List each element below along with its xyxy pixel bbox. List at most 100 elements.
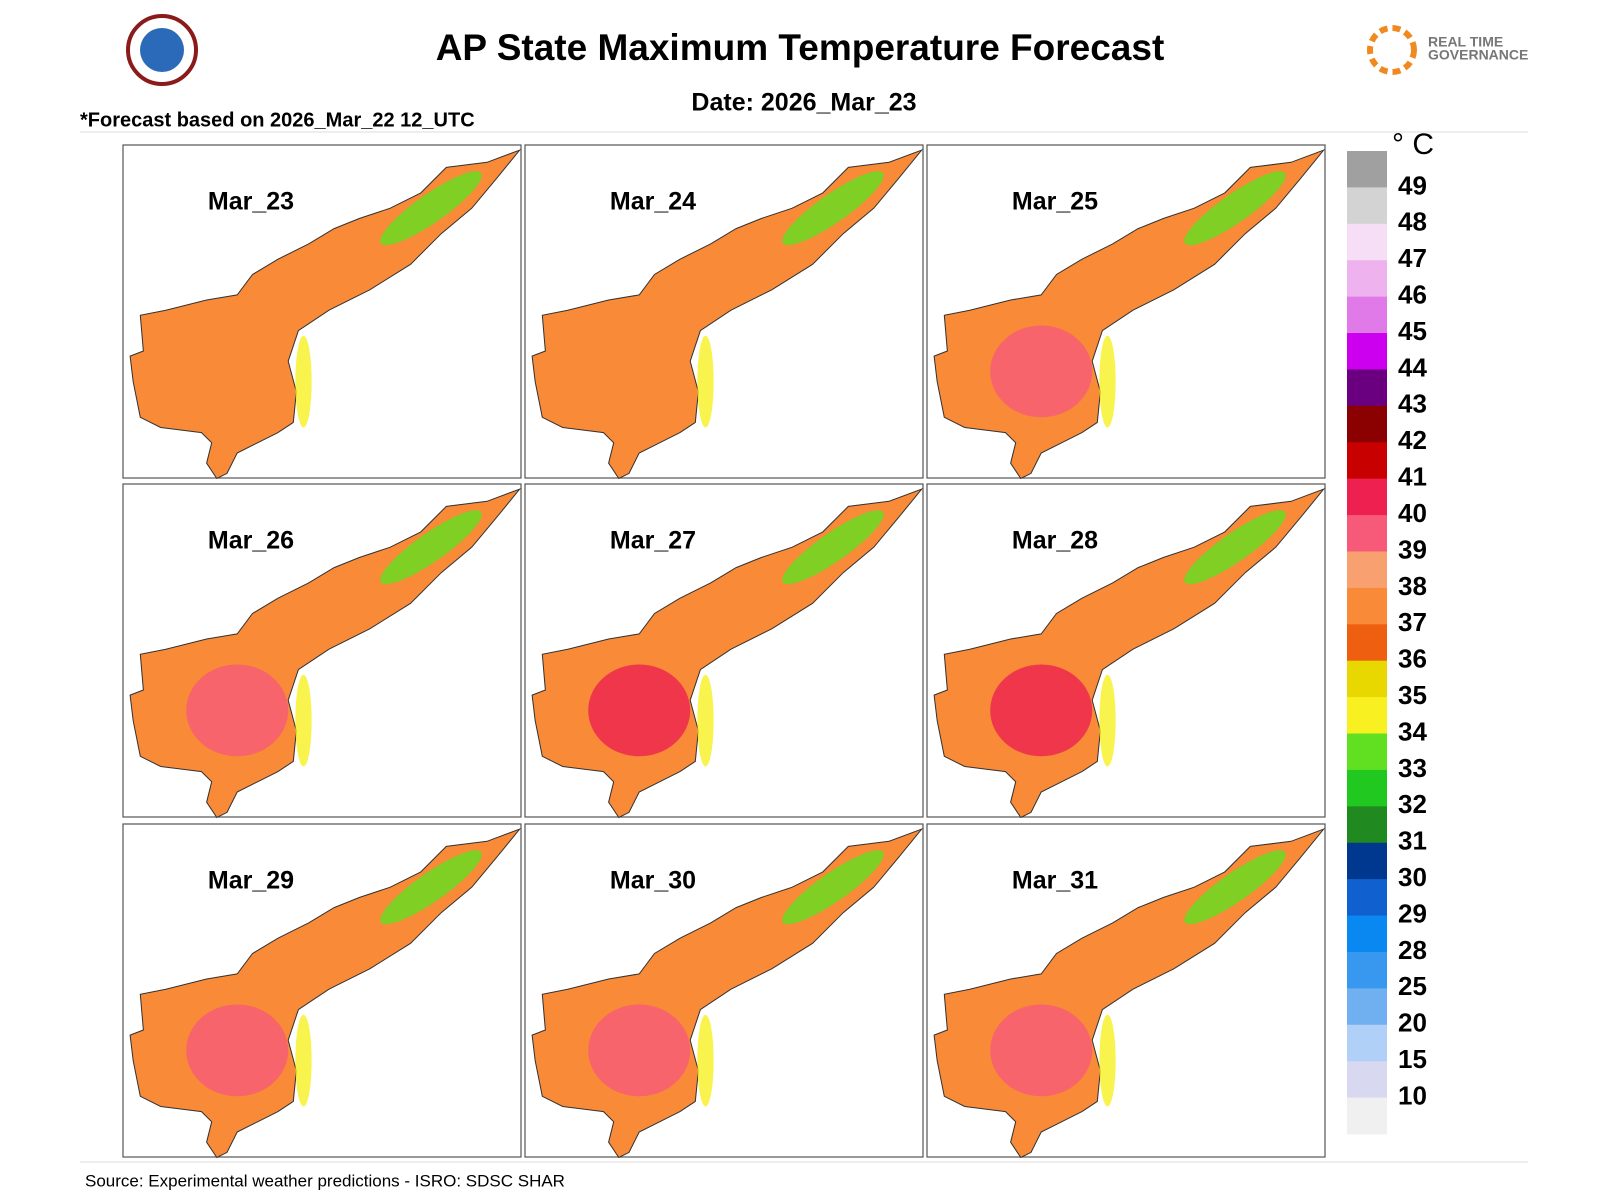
map-cool-zone [1184,850,1286,925]
legend-swatch [1347,1097,1387,1135]
map-hot-zone [186,325,289,418]
legend-label: 29 [1398,898,1427,928]
legend-swatch [1347,879,1387,917]
map [129,828,521,1159]
legend-swatch [1347,223,1387,261]
panel: Mar_24 [524,144,924,480]
legend-label: 33 [1398,753,1427,783]
panel: Mar_30 [524,823,924,1159]
legend-swatch [1347,697,1387,735]
legend-swatch [1347,333,1387,370]
legend-label: 32 [1398,789,1427,819]
map-cool-zone [782,850,884,925]
legend-label: 28 [1398,935,1427,965]
legend-label: 43 [1398,389,1427,419]
map-cool-zone [380,850,482,925]
legend-swatch [1347,915,1387,953]
legend-swatch [1347,551,1387,589]
map [933,828,1325,1159]
note: *Forecast based on 2026_Mar_22 12_UTC [80,109,475,131]
legend-label: 48 [1398,207,1427,237]
map-cool-zone [1184,171,1286,246]
map [129,488,521,819]
panel-label: Mar_29 [208,867,294,895]
panel: Mar_23 [122,144,522,480]
map-coast-zone [1099,674,1116,767]
map [933,488,1325,819]
map-coast-zone [1099,1014,1116,1107]
logo-text: GOVERNANCE [1428,47,1528,63]
map [933,149,1325,480]
legend-swatch [1347,988,1387,1026]
panel: Mar_29 [122,823,522,1159]
legend-label: 41 [1398,462,1427,492]
map-coast-zone [295,1014,312,1107]
legend-label: 31 [1398,826,1427,856]
panel-label: Mar_28 [1012,527,1098,555]
map-hot-zone [588,325,691,418]
legend-label: 35 [1398,680,1427,710]
legend-swatch [1347,369,1387,407]
legend-label: 44 [1398,352,1427,382]
logo-text: REAL TIME [1428,34,1503,50]
legend-swatch [1347,296,1387,334]
legend-swatch [1347,187,1387,225]
map-cool-zone [380,171,482,246]
panel: Mar_28 [926,483,1326,819]
map [531,488,923,819]
map-coast-zone [295,674,312,767]
legend-swatch [1347,151,1387,188]
map-coast-zone [697,1014,714,1107]
panel-label: Mar_31 [1012,867,1098,895]
legend-swatch [1347,442,1387,480]
legend-swatch [1347,733,1387,771]
map [531,828,923,1159]
legend-swatch [1347,587,1387,625]
panel-label: Mar_25 [1012,188,1098,216]
legend-label: 25 [1398,971,1427,1001]
map-hot-zone [588,664,691,757]
map-hot-zone [990,664,1093,757]
legend-label: 49 [1398,170,1427,200]
panel-label: Mar_27 [610,527,696,555]
map-hot-zone [186,664,289,757]
legend-swatch [1347,951,1387,989]
legend-swatch [1347,478,1387,516]
legend-label: 46 [1398,280,1427,310]
panel-label: Mar_23 [208,188,294,216]
legend-label: 36 [1398,644,1427,674]
map-hot-zone [990,1004,1093,1097]
date: Date: 2026_Mar_23 [691,89,916,117]
legend-swatch [1347,842,1387,880]
map-coast-zone [697,674,714,767]
legend-swatch [1347,769,1387,807]
legend-label: 47 [1398,243,1427,273]
map-coast-zone [697,335,714,428]
panels: Mar_23 Mar_24 Mar_25 Mar_26 Mar_27 Mar_28 Mar_… [122,144,1326,1159]
map-hot-zone [990,325,1093,418]
legend-swatch [1347,660,1387,698]
panel-label: Mar_30 [610,867,696,895]
map [531,149,923,480]
map-cool-zone [782,171,884,246]
logo-left-inner [140,28,184,72]
panel: Mar_25 [926,144,1326,480]
title: AP State Maximum Temperature Forecast [436,27,1165,68]
legend-label: 37 [1398,607,1427,637]
source: Source: Experimental weather predictions… [85,1171,565,1190]
legend-label: 40 [1398,498,1427,528]
legend-swatch [1347,806,1387,844]
map-cool-zone [1184,510,1286,585]
legend-swatch [1347,515,1387,552]
map-cool-zone [782,510,884,585]
legend-label: 34 [1398,716,1427,746]
legend-swatch [1347,1024,1387,1062]
legend-label: 10 [1398,1080,1427,1110]
legend-label: 20 [1398,1008,1427,1038]
legend-swatch [1347,1061,1387,1099]
legend-label: 38 [1398,571,1427,601]
legend-label: 30 [1398,862,1427,892]
legend-label: 42 [1398,425,1427,455]
legend-swatch [1347,260,1387,298]
